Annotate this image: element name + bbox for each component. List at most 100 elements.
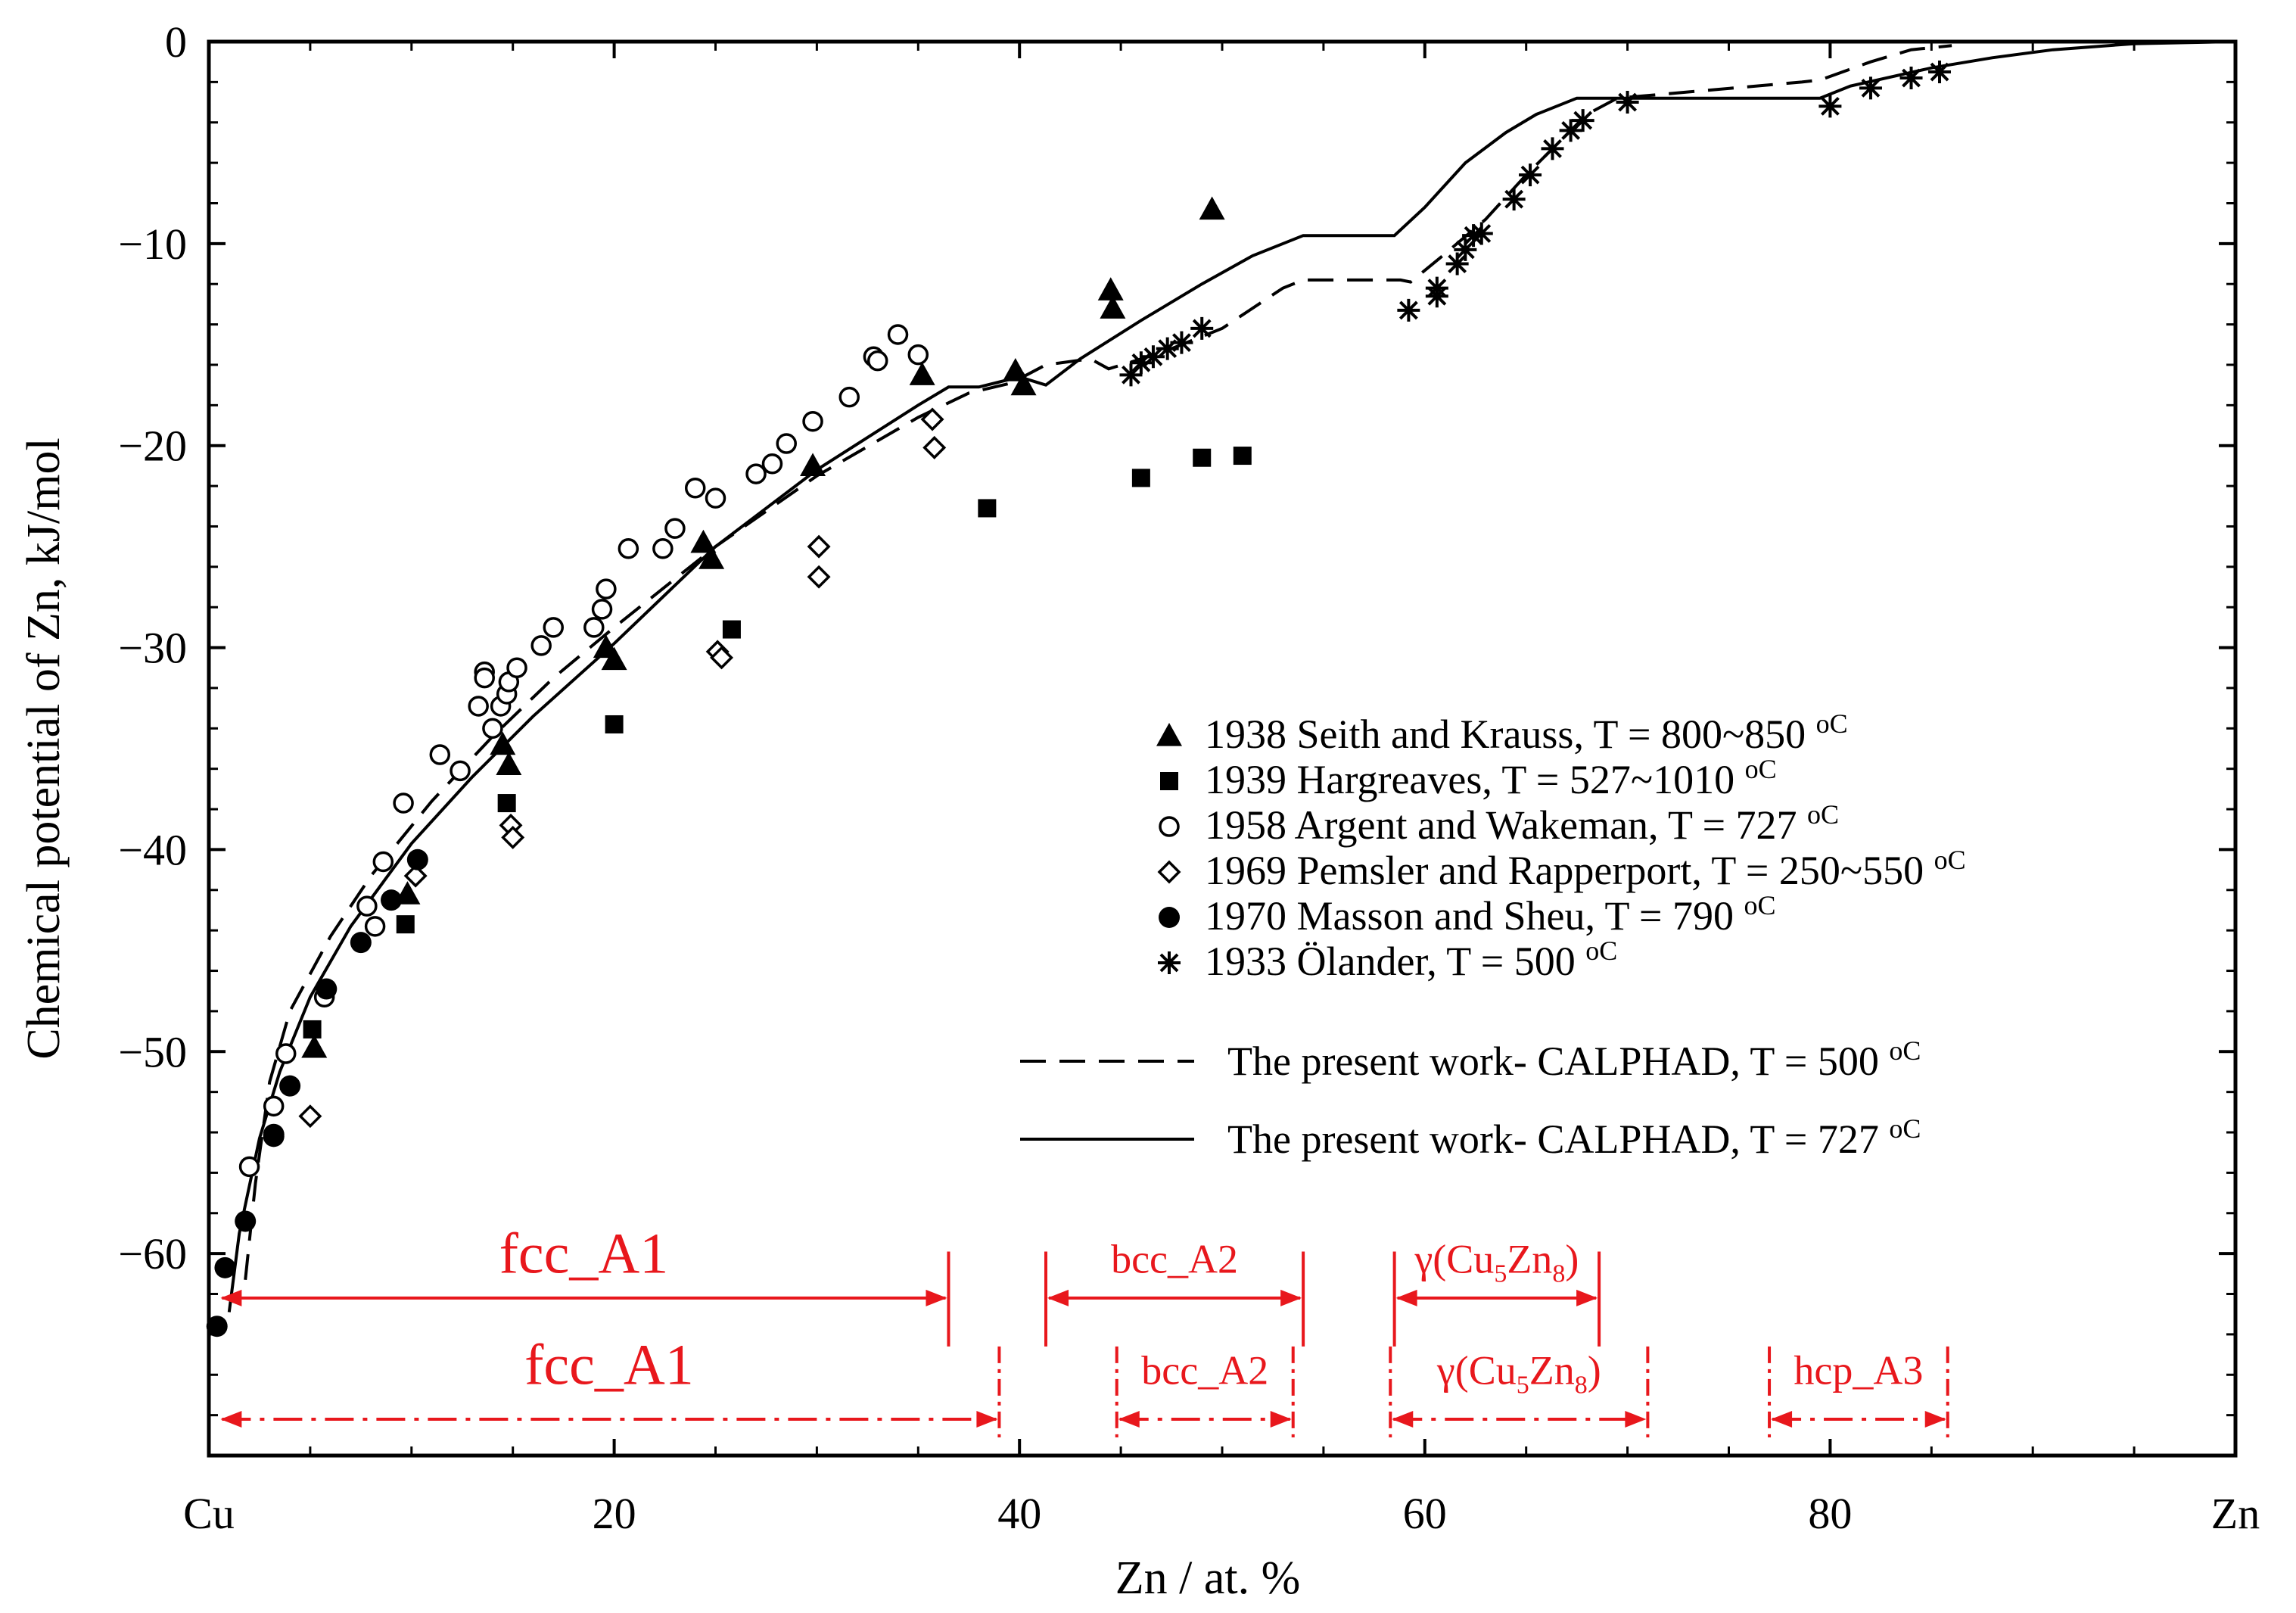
phase-label: fcc_A1 — [499, 1222, 669, 1286]
circle-filled-point — [263, 1126, 285, 1147]
circle-open-point — [450, 760, 471, 782]
square-point — [1193, 448, 1212, 467]
circle-open-point — [745, 463, 767, 484]
diamond-point — [298, 1104, 322, 1129]
square-point — [605, 715, 624, 733]
legend-label: The present work- CALPHAD, T = 727 oC — [1227, 1113, 1921, 1162]
circle-filled-point — [316, 978, 338, 1000]
legend-label: 1938 Seith and Krauss, T = 800~850 oC — [1205, 708, 1848, 757]
triangle-point — [1097, 277, 1124, 300]
phase-region-fcc-a1: fcc_A1 — [220, 1222, 950, 1347]
phase-arrowhead-left — [1395, 1289, 1417, 1306]
square-point — [396, 915, 415, 934]
x-tick-label: Cu — [183, 1489, 235, 1538]
phase-arrowhead-left — [1047, 1289, 1069, 1306]
square-point — [497, 794, 516, 813]
circle-open-point — [664, 518, 686, 539]
phase-arrowhead-right — [1625, 1410, 1647, 1428]
legend-entry: 1933 Ölander, T = 500 oC — [1158, 936, 1617, 984]
calphad-lines — [227, 40, 2236, 1313]
legend-label: 1958 Argent and Wakeman, T = 727 oC — [1205, 799, 1839, 848]
phase-region-hcp-a3: hcp_A3 — [1768, 1346, 1949, 1437]
circle-open-point — [543, 617, 565, 638]
diamond-point — [403, 864, 428, 888]
diamond-point — [922, 435, 947, 459]
legend-label: 1939 Hargreaves, T = 527~1010 oC — [1205, 754, 1777, 802]
circle-open-point — [468, 696, 489, 717]
circle-open-point — [356, 895, 378, 917]
asterisk-point — [1502, 188, 1526, 211]
phase-arrowhead-left — [1392, 1410, 1414, 1428]
phase-region-fcc-a1: fcc_A1 — [220, 1333, 1001, 1437]
circle-open-point — [866, 350, 888, 372]
phase-arrowhead-right — [1576, 1289, 1598, 1306]
phase-label: bcc_A2 — [1141, 1347, 1268, 1393]
triangle-point — [698, 546, 725, 569]
circle-open-point — [429, 744, 451, 765]
legend-label: 1969 Pemsler and Rapperport, T = 250~550… — [1205, 845, 1966, 893]
circle-open-point — [618, 538, 639, 559]
circle-open-point — [887, 324, 909, 345]
phase-arrowhead-left — [220, 1289, 242, 1306]
y-axis-title: Chemical potential of Zn, kJ/mol — [18, 438, 70, 1059]
legend-entry: 1969 Pemsler and Rapperport, T = 250~550… — [1157, 845, 1966, 893]
asterisk-point — [1397, 298, 1420, 322]
legend-entry: The present work- CALPHAD, T = 500 oC — [1020, 1035, 1921, 1084]
calphad-500c-line — [244, 44, 1952, 1281]
y-tick-label: 0 — [165, 17, 187, 67]
circle-open-point — [275, 1043, 297, 1064]
asterisk-point — [1141, 345, 1165, 369]
circle-filled-point — [279, 1075, 301, 1097]
legend-asterisk-icon — [1158, 951, 1181, 974]
legend-entry: 1939 Hargreaves, T = 527~1010 oC — [1160, 754, 1777, 802]
circle-filled-point — [350, 932, 372, 954]
y-tick-label: −50 — [118, 1027, 187, 1076]
asterisk-point — [1559, 119, 1582, 142]
asterisk-point — [1899, 67, 1923, 90]
phase-label: fcc_A1 — [524, 1333, 694, 1397]
phase-label: bcc_A2 — [1111, 1237, 1238, 1282]
circle-open-point — [372, 851, 394, 873]
phase-arrowhead-right — [1280, 1289, 1302, 1306]
triangle-point — [496, 752, 522, 775]
circle-open-point — [263, 1095, 285, 1117]
circle-open-point — [596, 578, 617, 599]
y-tick-label: −30 — [118, 624, 187, 673]
x-tick-label: 40 — [997, 1489, 1041, 1538]
x-tick-label: Zn — [2211, 1489, 2260, 1538]
triangle-point — [1199, 196, 1225, 220]
asterisk-point — [1470, 222, 1493, 245]
x-tick-label: 60 — [1403, 1489, 1447, 1538]
phase-arrowhead-right — [1924, 1410, 1946, 1428]
circle-open-point — [238, 1156, 260, 1178]
asterisk-point — [1129, 351, 1153, 375]
asterisk-point — [1425, 285, 1448, 308]
legend-triangle-icon — [1156, 723, 1182, 746]
phase-region-bcc-a2: bcc_A2 — [1115, 1346, 1295, 1437]
asterisk-point — [1119, 363, 1143, 387]
phase-region-bcc-a2: bcc_A2 — [1044, 1237, 1305, 1347]
phase-region--cu5zn8-: γ(Cu5Zn8) — [1389, 1346, 1650, 1437]
circle-open-point — [652, 538, 674, 559]
asterisk-point — [1541, 137, 1564, 160]
legend-label: 1933 Ölander, T = 500 oC — [1205, 936, 1617, 984]
legend-square-icon — [1160, 772, 1178, 790]
y-tick-label: −10 — [118, 220, 187, 269]
diamond-point — [501, 825, 525, 849]
circle-open-point — [802, 410, 823, 432]
phase-arrowhead-left — [1118, 1410, 1140, 1428]
circle-open-point — [482, 718, 503, 740]
triangle-point — [690, 529, 717, 553]
legend-label: 1970 Masson and Sheu, T = 790 oC — [1205, 890, 1775, 939]
legend: 1938 Seith and Krauss, T = 800~850 oC193… — [1020, 708, 1966, 1162]
axis-ticks: Cu 20 40 60 80 Zn 0 −10 −20 −30 −40 −50 −60 — [118, 17, 2260, 1538]
circle-open-point — [364, 916, 386, 937]
triangle-point — [909, 362, 935, 385]
circle-filled-point — [381, 889, 403, 911]
asterisk-point — [1928, 61, 1952, 84]
legend-label: The present work- CALPHAD, T = 500 oC — [1227, 1035, 1921, 1084]
phase-arrowhead-right — [1270, 1410, 1292, 1428]
triangle-point — [601, 646, 627, 671]
square-point — [1233, 447, 1252, 466]
